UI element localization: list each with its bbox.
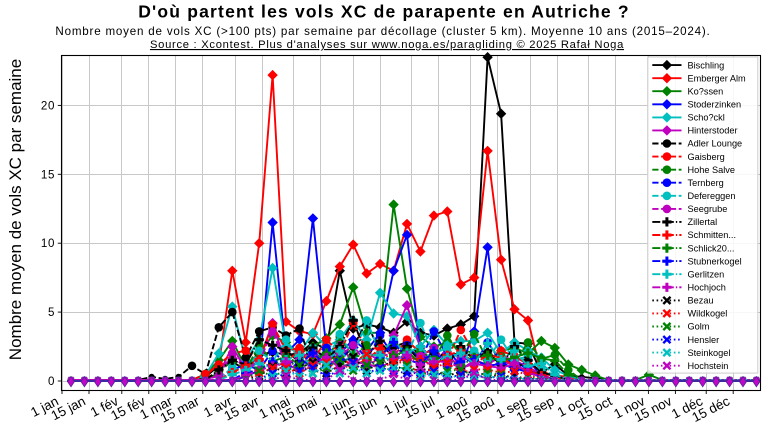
svg-text:Zillertal: Zillertal xyxy=(688,217,718,227)
svg-text:Stoderzinken: Stoderzinken xyxy=(688,100,742,110)
svg-text:Bezau: Bezau xyxy=(688,296,714,306)
svg-text:Golm: Golm xyxy=(688,322,710,332)
svg-text:Gaisberg: Gaisberg xyxy=(688,152,725,162)
svg-text:Hensler: Hensler xyxy=(688,335,720,345)
svg-text:Ko?ssen: Ko?ssen xyxy=(688,86,724,96)
svg-text:15: 15 xyxy=(41,168,55,181)
svg-text:Hohe Salve: Hohe Salve xyxy=(688,165,736,175)
svg-text:20: 20 xyxy=(41,99,55,112)
svg-text:Steinkogel: Steinkogel xyxy=(688,348,731,358)
svg-text:Schmitten...: Schmitten... xyxy=(688,230,737,240)
svg-text:Wildkogel: Wildkogel xyxy=(688,309,728,319)
svg-text:Scho?ckl: Scho?ckl xyxy=(688,113,725,123)
svg-text:Seegrube: Seegrube xyxy=(688,204,728,214)
svg-text:Bischling: Bischling xyxy=(688,60,725,70)
svg-text:Emberger Alm: Emberger Alm xyxy=(688,73,747,83)
svg-text:Nombre moyen de vols XC (>100: Nombre moyen de vols XC (>100 pts) par s… xyxy=(55,25,710,38)
svg-text:Hochjoch: Hochjoch xyxy=(688,283,726,293)
svg-text:Nombre moyen de vols XC par se: Nombre moyen de vols XC par semaine xyxy=(6,59,25,360)
svg-text:10: 10 xyxy=(41,237,55,250)
svg-text:Hochstein: Hochstein xyxy=(688,361,729,371)
svg-text:Schlick20...: Schlick20... xyxy=(688,243,735,253)
svg-text:5: 5 xyxy=(48,306,55,319)
svg-text:Stubnerkogel: Stubnerkogel xyxy=(688,256,742,266)
svg-text:Ternberg: Ternberg xyxy=(688,178,724,188)
svg-text:Source : Xcontest. Plus d'anal: Source : Xcontest. Plus d'analyses sur w… xyxy=(150,39,624,51)
svg-text:Gerlitzen: Gerlitzen xyxy=(688,269,725,279)
svg-text:Adler Lounge: Adler Lounge xyxy=(688,139,743,149)
svg-text:0: 0 xyxy=(48,375,55,388)
svg-text:Hinterstoder: Hinterstoder xyxy=(688,126,738,136)
svg-text:D'où partent les vols XC de pa: D'où partent les vols XC de parapente en… xyxy=(138,2,630,22)
svg-text:Defereggen: Defereggen xyxy=(688,191,736,201)
